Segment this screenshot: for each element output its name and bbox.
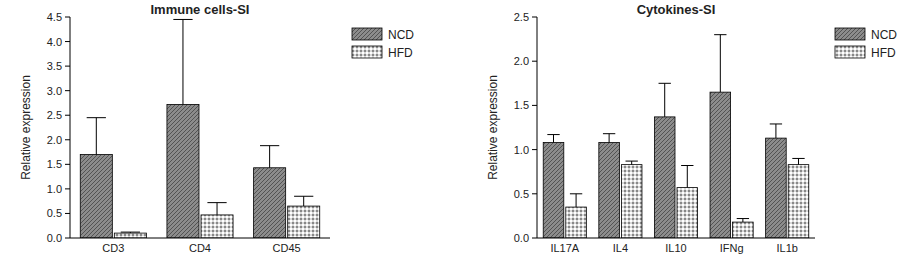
y-tick	[65, 66, 70, 67]
x-tick-label: CD45	[273, 242, 301, 254]
error-bar	[87, 118, 106, 155]
y-tick	[532, 149, 537, 150]
y-tick-label: 2.0	[514, 55, 529, 67]
chart: Cytokines-SI Relative expression 0.0 0.5 1.0…	[486, 2, 897, 254]
legend-swatch	[835, 46, 865, 58]
y-tick	[65, 238, 70, 239]
y-tick-label: 1.0	[47, 183, 62, 195]
bar	[733, 222, 754, 238]
chart-title: Cytokines-SI	[637, 2, 716, 17]
bar	[766, 138, 787, 238]
error-bar	[714, 35, 726, 92]
x-axis	[70, 238, 330, 239]
y-tick-label: 2.5	[47, 109, 62, 121]
y-tick-label: 0.5	[514, 188, 529, 200]
y-tick-label: 3.5	[47, 60, 62, 72]
error-bar	[173, 19, 192, 104]
y-tick	[65, 213, 70, 214]
y-tick-label: 3.0	[47, 85, 62, 97]
error-bar	[207, 203, 226, 215]
y-tick-label: 0.0	[514, 232, 529, 244]
y-axis-label: Relative expression	[19, 75, 33, 180]
chart-title: Immune cells-SI	[151, 2, 250, 17]
bar	[677, 188, 698, 238]
error-bar	[792, 158, 804, 164]
bar	[566, 207, 587, 238]
x-tick-label: IFNg	[720, 242, 744, 254]
error-bar	[570, 194, 582, 207]
bar	[254, 168, 286, 238]
legend-label: NCD	[388, 28, 414, 42]
legend-label: HFD	[871, 46, 896, 60]
legend-swatch	[352, 46, 382, 58]
bar	[710, 92, 731, 238]
error-bar	[737, 219, 749, 223]
y-tick	[65, 115, 70, 116]
y-tick	[65, 90, 70, 91]
y-tick-label: 1.5	[514, 99, 529, 111]
legend-label: NCD	[871, 28, 897, 42]
y-tick	[532, 193, 537, 194]
y-tick	[532, 105, 537, 106]
y-tick	[532, 238, 537, 239]
y-tick	[65, 139, 70, 140]
y-tick-label: 0.5	[47, 207, 62, 219]
error-bar	[547, 135, 559, 143]
bar	[114, 233, 146, 238]
y-tick	[65, 164, 70, 165]
x-axis	[537, 238, 815, 239]
legend-label: HFD	[388, 46, 413, 60]
legend-swatch	[352, 28, 382, 40]
plot-area	[543, 35, 809, 238]
error-bar	[659, 83, 671, 117]
error-bar	[294, 196, 313, 206]
bar	[543, 143, 564, 238]
y-tick	[532, 17, 537, 18]
bar	[621, 165, 642, 238]
y-axis-label: Relative expression	[486, 75, 500, 180]
y-tick	[65, 41, 70, 42]
y-axis	[70, 17, 71, 238]
y-tick	[65, 188, 70, 189]
bar	[599, 143, 620, 238]
y-tick	[65, 17, 70, 18]
error-bar	[770, 124, 782, 138]
y-axis	[537, 17, 538, 238]
x-tick-label: IL1b	[776, 242, 797, 254]
error-bar	[681, 166, 693, 188]
error-bar	[603, 134, 615, 143]
bar	[654, 117, 675, 238]
x-tick-label: IL4	[613, 242, 628, 254]
bar	[288, 206, 320, 238]
chart: Immune cells-SI Relative expression 0.0 0.5…	[19, 2, 414, 254]
x-tick-label: IL10	[665, 242, 686, 254]
y-tick-label: 1.0	[514, 144, 529, 156]
bar	[80, 155, 112, 238]
x-tick-label: CD3	[102, 242, 124, 254]
plot-area	[80, 19, 319, 238]
figure: Immune cells-SI Relative expression 0.0 0.5…	[0, 0, 920, 280]
y-tick-label: 4.0	[47, 36, 62, 48]
y-tick	[532, 61, 537, 62]
legend-swatch	[835, 28, 865, 40]
x-tick-label: CD4	[189, 242, 211, 254]
error-bar	[260, 146, 279, 168]
bar	[167, 104, 199, 238]
y-tick-label: 1.5	[47, 158, 62, 170]
y-tick-label: 4.5	[47, 11, 62, 23]
x-tick-label: IL17A	[550, 242, 579, 254]
y-tick-label: 2.0	[47, 134, 62, 146]
y-tick-label: 2.5	[514, 11, 529, 23]
bar	[788, 165, 809, 238]
error-bar	[626, 161, 638, 165]
bar	[201, 215, 233, 238]
y-tick-label: 0.0	[47, 232, 62, 244]
error-bar	[121, 232, 140, 234]
